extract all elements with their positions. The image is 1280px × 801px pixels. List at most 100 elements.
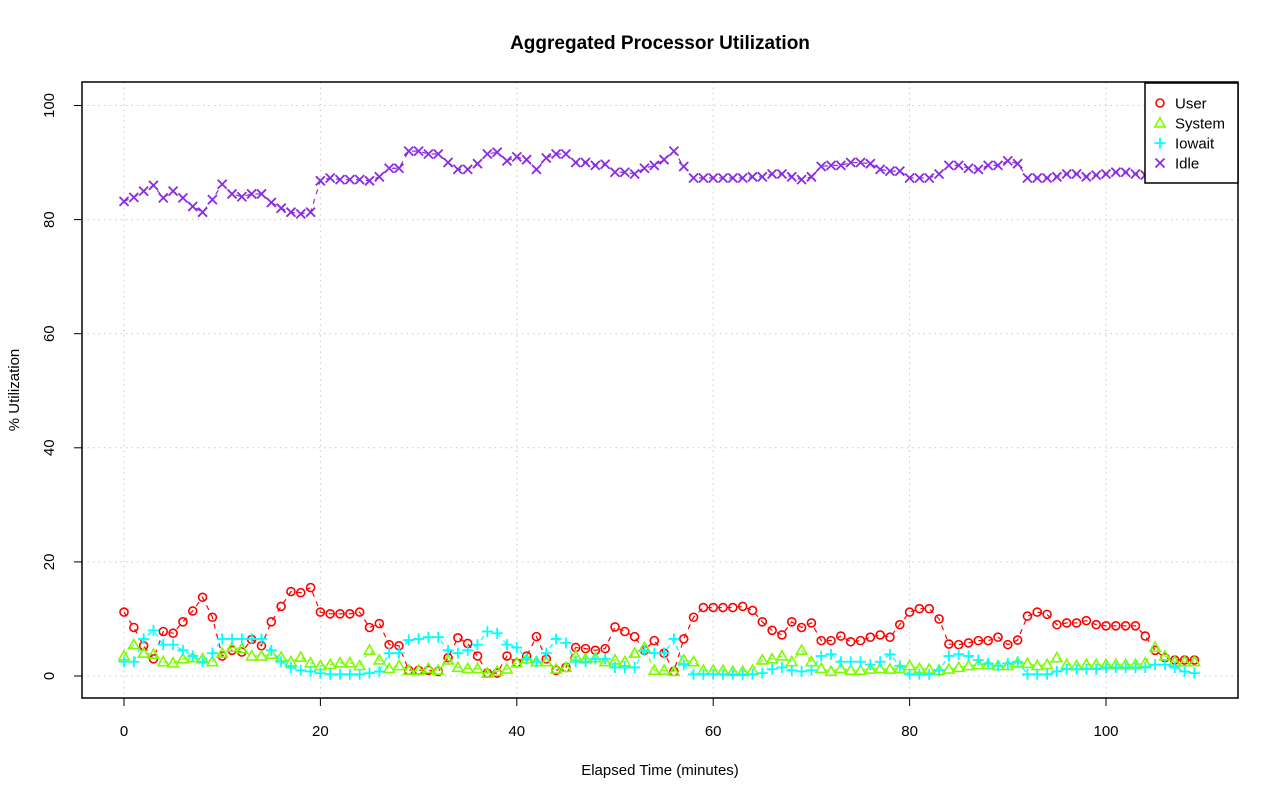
data-point-user	[1022, 611, 1033, 621]
data-point-idle	[796, 174, 807, 185]
data-point-system	[500, 662, 514, 674]
data-point-idle	[177, 192, 189, 204]
data-point-iowait	[1110, 661, 1122, 673]
data-point-iowait	[1080, 663, 1092, 675]
data-point-idle	[737, 172, 748, 184]
data-point-iowait	[855, 656, 866, 668]
data-point-iowait	[550, 633, 562, 645]
data-point-user	[875, 630, 885, 640]
data-point-iowait	[452, 647, 464, 659]
legend-marker-iowait	[1154, 137, 1166, 149]
data-point-idle	[266, 197, 277, 208]
data-point-system	[814, 661, 828, 674]
data-point-iowait	[206, 647, 218, 659]
data-point-idle	[334, 174, 346, 185]
data-point-idle	[423, 148, 434, 160]
y-tick-label: 100	[41, 93, 58, 118]
data-point-iowait	[118, 656, 130, 668]
data-point-idle	[894, 165, 905, 177]
data-point-user	[305, 582, 316, 593]
data-point-system	[264, 647, 278, 660]
data-point-user	[1061, 618, 1072, 628]
data-point-user	[1071, 618, 1082, 628]
data-point-system	[156, 654, 170, 667]
data-point-iowait	[197, 656, 209, 668]
data-point-user	[816, 635, 827, 646]
data-point-iowait	[226, 633, 238, 645]
data-point-user	[737, 601, 748, 612]
data-point-system	[657, 663, 671, 675]
data-point-iowait	[972, 654, 984, 666]
data-point-iowait	[992, 660, 1004, 672]
data-point-idle	[256, 188, 267, 200]
data-point-user	[600, 643, 610, 654]
data-point-user	[1012, 635, 1023, 645]
data-point-system	[333, 656, 347, 668]
data-point-idle	[924, 172, 935, 184]
data-point-user	[728, 602, 738, 613]
data-point-idle	[403, 146, 414, 157]
data-point-idle	[305, 207, 316, 218]
data-point-user	[698, 602, 709, 613]
data-point-iowait	[472, 639, 484, 651]
data-point-iowait	[717, 668, 729, 680]
data-point-iowait	[373, 665, 385, 677]
data-point-iowait	[560, 637, 572, 649]
data-point-system	[775, 649, 789, 661]
data-point-idle	[639, 163, 650, 174]
data-point-idle	[855, 157, 866, 168]
data-point-idle	[285, 207, 297, 218]
data-point-user	[1042, 609, 1052, 620]
data-point-user	[295, 587, 306, 598]
data-point-idle	[315, 175, 326, 186]
data-point-iowait	[756, 667, 768, 679]
data-point-system	[824, 664, 838, 677]
data-point-iowait	[629, 661, 641, 673]
data-point-user	[1032, 607, 1043, 617]
data-point-user	[335, 609, 345, 619]
data-point-idle	[364, 175, 375, 186]
data-point-idle	[835, 160, 846, 171]
data-point-system	[667, 664, 681, 677]
data-point-system	[834, 661, 848, 674]
data-point-iowait	[805, 664, 817, 676]
data-point-system	[127, 637, 141, 650]
data-point-system	[1001, 658, 1015, 671]
x-tick-label: 40	[508, 723, 525, 740]
data-point-iowait	[796, 665, 808, 677]
data-point-system	[598, 654, 612, 667]
data-point-iowait	[1021, 668, 1033, 680]
data-point-idle	[521, 154, 532, 165]
legend-marker-user	[1155, 98, 1165, 108]
data-point-idle	[1041, 172, 1053, 184]
data-point-user	[953, 639, 964, 650]
data-point-idle	[1061, 168, 1072, 180]
data-point-user	[757, 617, 768, 627]
data-point-idle	[452, 164, 464, 175]
data-point-user	[1140, 631, 1151, 641]
data-point-iowait	[1041, 668, 1053, 680]
y-tick-label: 40	[41, 439, 58, 456]
data-point-user	[325, 609, 336, 619]
data-point-user	[973, 635, 984, 646]
data-point-system	[461, 661, 475, 674]
data-point-idle	[384, 163, 395, 174]
data-point-system	[1020, 656, 1035, 669]
data-point-user	[364, 622, 375, 633]
data-point-idle	[472, 158, 483, 169]
data-point-iowait	[393, 647, 405, 659]
data-point-system	[480, 666, 494, 678]
data-point-system	[362, 643, 377, 656]
data-point-iowait	[530, 656, 542, 668]
legend-label-system: System	[1175, 116, 1225, 133]
data-point-system	[961, 658, 976, 671]
data-point-idle	[433, 148, 444, 160]
data-point-system	[431, 663, 445, 675]
data-point-user	[708, 602, 719, 613]
data-point-iowait	[648, 647, 660, 659]
data-point-iowait	[609, 661, 621, 673]
data-point-iowait	[1169, 661, 1181, 673]
data-point-iowait	[187, 650, 199, 662]
data-point-iowait	[668, 633, 680, 645]
data-point-iowait	[1159, 659, 1171, 671]
